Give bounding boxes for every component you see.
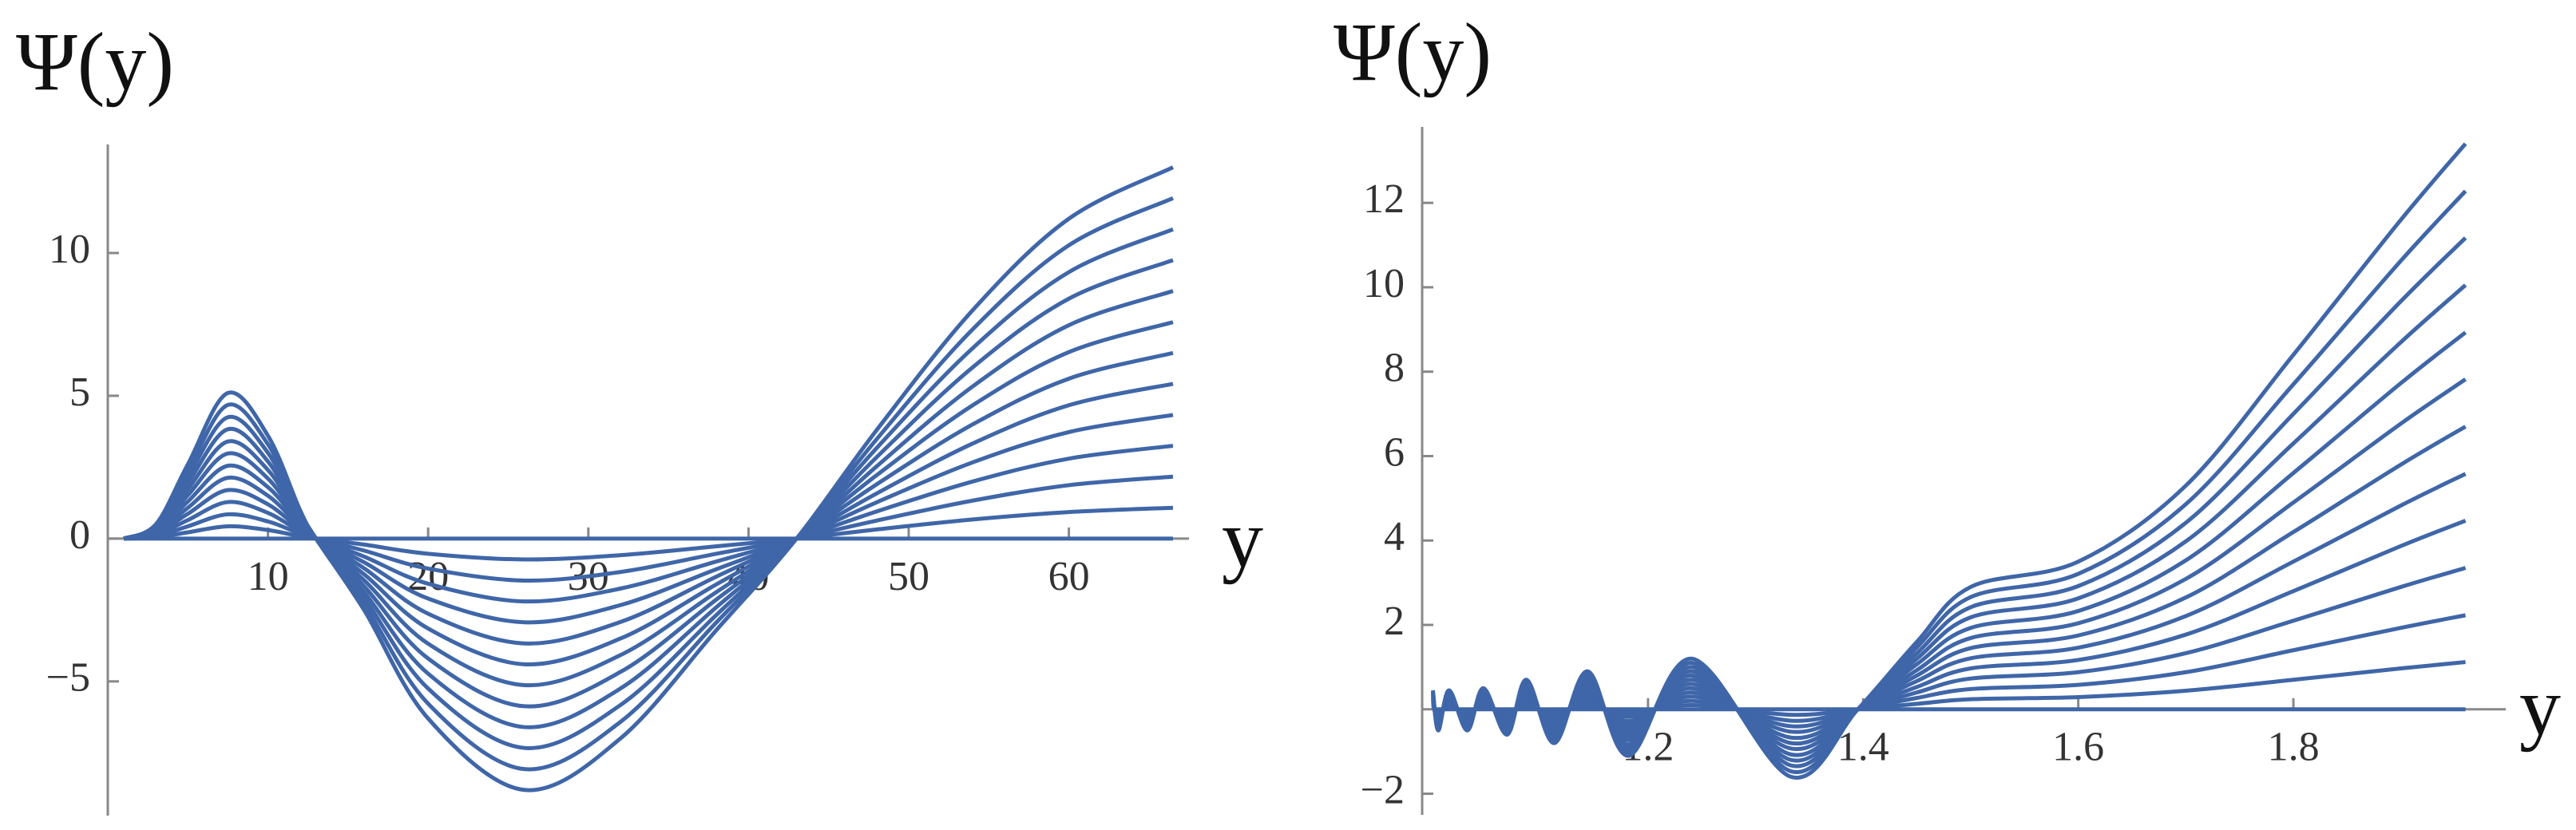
curve bbox=[123, 381, 1174, 646]
x-axis-label: y bbox=[1222, 493, 1263, 585]
curve bbox=[123, 320, 1174, 688]
y-tick-label: 8 bbox=[1384, 346, 1405, 391]
y-tick-label: 6 bbox=[1384, 429, 1405, 475]
curve bbox=[123, 289, 1174, 709]
y-tick-label: 12 bbox=[1363, 176, 1405, 222]
x-tick-label: 50 bbox=[888, 554, 929, 599]
y-tick-label: −5 bbox=[46, 655, 90, 701]
curve bbox=[123, 258, 1174, 729]
x-tick-label: 1.6 bbox=[2052, 725, 2104, 770]
x-tick-label: 10 bbox=[248, 554, 289, 599]
curve bbox=[123, 196, 1175, 772]
y-tick-label: −2 bbox=[1361, 767, 1405, 812]
y-tick-label: 0 bbox=[69, 512, 90, 558]
x-tick-label: 60 bbox=[1048, 554, 1090, 599]
curve bbox=[123, 444, 1174, 604]
x-axis-label: y bbox=[2519, 661, 2561, 753]
curve bbox=[123, 227, 1174, 750]
y-tick-label: 10 bbox=[1363, 261, 1405, 306]
y-tick-label: 5 bbox=[69, 370, 90, 415]
y-tick-label: 10 bbox=[49, 227, 90, 272]
y-axis-label: Ψ(y) bbox=[1334, 6, 1492, 98]
x-tick-label: 1.8 bbox=[2268, 725, 2320, 770]
y-tick-label: 4 bbox=[1384, 514, 1405, 559]
y-tick-label: 2 bbox=[1384, 599, 1405, 644]
curve bbox=[123, 474, 1174, 583]
curve bbox=[1430, 142, 2467, 780]
curve bbox=[123, 505, 1174, 562]
curve bbox=[123, 350, 1174, 666]
x-tick-label: 1.4 bbox=[1837, 725, 1889, 770]
y-axis-label: Ψ(y) bbox=[16, 16, 174, 108]
curve bbox=[123, 413, 1174, 625]
curve bbox=[123, 165, 1175, 792]
